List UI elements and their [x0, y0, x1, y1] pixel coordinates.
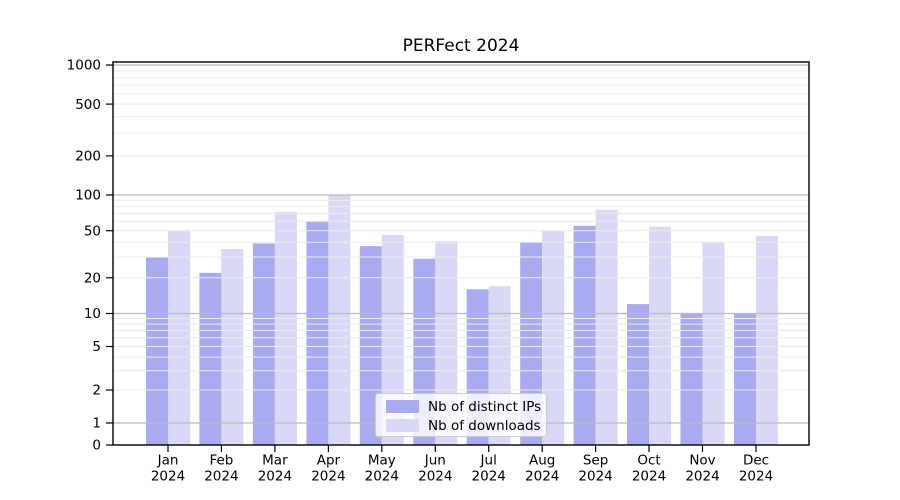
bar-nb-of-downloads-nov-2024	[702, 242, 725, 445]
legend-item-distinct-ips: Nb of distinct IPs	[386, 399, 541, 415]
bar-nb-of-downloads-sep-2024	[595, 209, 618, 445]
x-tick-label-month: Jan	[157, 453, 179, 469]
legend-label-distinct-ips: Nb of distinct IPs	[428, 398, 542, 415]
x-tick-label-year: 2024	[151, 469, 185, 485]
y-tick-label: 500	[75, 97, 101, 113]
bar-nb-of-distinct-ips-apr-2024	[306, 221, 329, 445]
chart-title: PERFect 2024	[402, 36, 520, 56]
bar-nb-of-downloads-dec-2024	[756, 236, 778, 445]
x-tick-label-year: 2024	[418, 469, 452, 485]
bar-nb-of-distinct-ips-mar-2024	[252, 243, 275, 445]
x-tick-label-month: Jun	[424, 453, 446, 469]
bar-nb-of-downloads-apr-2024	[328, 195, 351, 445]
y-tick-label: 5	[92, 339, 101, 355]
x-tick-label-month: Dec	[743, 453, 769, 469]
y-tick-label: 1000	[67, 58, 101, 74]
bar-nb-of-distinct-ips-oct-2024	[627, 304, 649, 445]
bar-nb-of-distinct-ips-jan-2024	[146, 257, 168, 445]
x-tick-label-year: 2024	[311, 469, 345, 485]
y-tick-label: 50	[84, 223, 101, 239]
x-tick-label-month: Aug	[529, 453, 555, 469]
y-tick-label: 0	[92, 438, 101, 454]
x-tick-label-month: Apr	[317, 453, 341, 469]
y-tick-label: 100	[75, 188, 101, 204]
bar-nb-of-distinct-ips-feb-2024	[199, 272, 222, 445]
bar-nb-of-downloads-mar-2024	[274, 211, 297, 445]
x-tick-label-year: 2024	[472, 469, 506, 485]
x-tick-label-year: 2024	[739, 469, 773, 485]
x-tick-label-year: 2024	[632, 469, 666, 485]
x-tick-label-month: May	[368, 453, 396, 469]
legend-item-downloads: Nb of downloads	[386, 418, 541, 434]
bar-nb-of-distinct-ips-sep-2024	[573, 225, 596, 445]
y-tick-label: 200	[75, 149, 101, 165]
bar-nb-of-downloads-oct-2024	[649, 226, 671, 445]
x-tick-label-year: 2024	[525, 469, 559, 485]
x-tick-label-month: Oct	[637, 453, 660, 469]
x-tick-label-month: Feb	[209, 453, 233, 469]
downloads-color-swatch-icon	[386, 419, 419, 432]
y-tick-label: 1	[92, 416, 101, 432]
bar-nb-of-distinct-ips-dec-2024	[734, 313, 756, 445]
ips-color-swatch-icon	[386, 400, 419, 413]
x-tick-label-year: 2024	[685, 469, 719, 485]
y-tick-label: 2	[92, 383, 101, 399]
x-tick-label-month: Jul	[480, 453, 497, 469]
legend: Nb of distinct IPs Nb of downloads	[375, 393, 547, 437]
x-tick-label-year: 2024	[258, 469, 292, 485]
x-tick-label-year: 2024	[204, 469, 238, 485]
legend-label-downloads: Nb of downloads	[428, 417, 541, 434]
plot-border	[112, 61, 810, 446]
x-tick-label-month: Sep	[583, 453, 608, 469]
x-tick-label-month: Nov	[689, 453, 715, 469]
y-tick-label: 10	[84, 306, 101, 322]
x-tick-label-month: Mar	[262, 453, 288, 469]
x-tick-label-year: 2024	[365, 469, 399, 485]
y-tick-label: 20	[84, 271, 101, 287]
bar-nb-of-distinct-ips-nov-2024	[680, 313, 703, 445]
x-tick-label-year: 2024	[578, 469, 612, 485]
bar-nb-of-downloads-may-2024	[381, 235, 404, 445]
